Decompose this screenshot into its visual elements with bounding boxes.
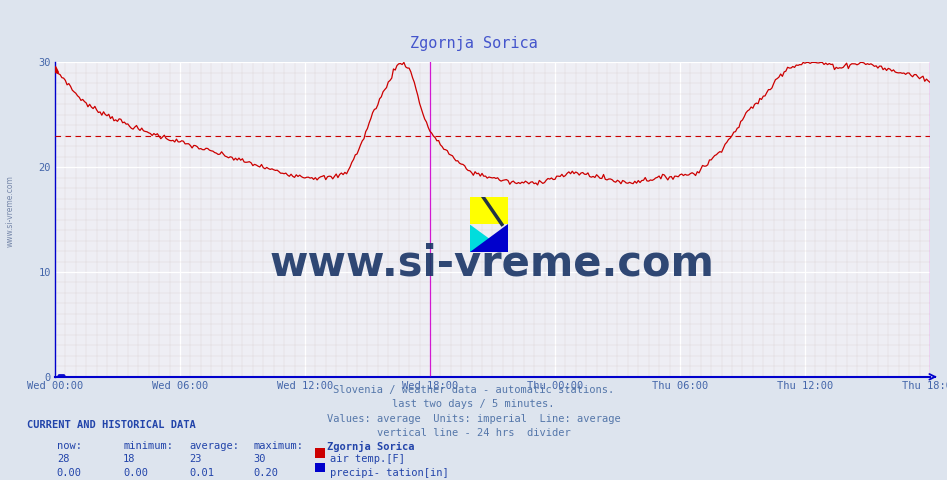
- Text: www.si-vreme.com: www.si-vreme.com: [6, 175, 15, 247]
- Text: Zgornja Sorica: Zgornja Sorica: [410, 36, 537, 51]
- Text: 0.00: 0.00: [57, 468, 81, 479]
- Text: CURRENT AND HISTORICAL DATA: CURRENT AND HISTORICAL DATA: [27, 420, 195, 430]
- Text: precipi- tation[in]: precipi- tation[in]: [330, 468, 448, 479]
- Text: last two days / 5 minutes.: last two days / 5 minutes.: [392, 399, 555, 409]
- Text: minimum:: minimum:: [123, 441, 173, 451]
- Text: Zgornja Sorica: Zgornja Sorica: [327, 441, 414, 452]
- Text: www.si-vreme.com: www.si-vreme.com: [270, 242, 715, 285]
- Text: maximum:: maximum:: [254, 441, 304, 451]
- Text: now:: now:: [57, 441, 81, 451]
- Text: air temp.[F]: air temp.[F]: [330, 454, 404, 464]
- Polygon shape: [470, 225, 508, 252]
- Text: 30: 30: [254, 454, 266, 464]
- Text: Slovenia / weather data - automatic stations.: Slovenia / weather data - automatic stat…: [333, 385, 614, 395]
- Text: 0.20: 0.20: [254, 468, 278, 479]
- Text: 0.00: 0.00: [123, 468, 148, 479]
- Text: 18: 18: [123, 454, 135, 464]
- Text: average:: average:: [189, 441, 240, 451]
- Text: 23: 23: [189, 454, 202, 464]
- Text: 28: 28: [57, 454, 69, 464]
- Text: vertical line - 24 hrs  divider: vertical line - 24 hrs divider: [377, 428, 570, 438]
- Polygon shape: [470, 225, 508, 252]
- Text: 0.01: 0.01: [189, 468, 214, 479]
- Text: Values: average  Units: imperial  Line: average: Values: average Units: imperial Line: av…: [327, 414, 620, 424]
- Bar: [470, 197, 508, 225]
